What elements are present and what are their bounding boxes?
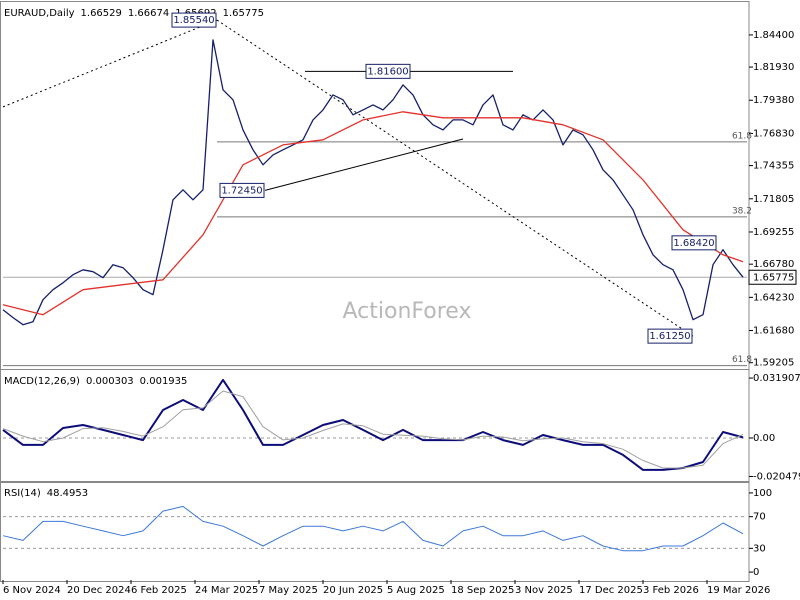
x-tick-label: 6 Feb 2025 [131, 585, 187, 596]
x-tick-label: 3 Nov 2025 [515, 585, 573, 596]
x-tick-label: 7 May 2025 [259, 585, 318, 596]
level-label: 38.2 [732, 206, 752, 216]
header-value: 0.000303 [86, 376, 134, 387]
x-tick-label: 18 Sep 2025 [451, 585, 514, 596]
y-tick-label: 1.79380 [753, 95, 794, 106]
series-line [2, 39, 744, 326]
price-annotation [171, 12, 217, 28]
annotation-label: 1.81600 [367, 66, 408, 77]
x-tick-label: 24 Mar 2025 [195, 585, 258, 596]
panel-frame [0, 481, 750, 582]
level-label: 61.8 [732, 131, 752, 141]
annotation-label: 1.68420 [673, 238, 714, 249]
panel-header: RSI(14) 48.4953 [4, 488, 88, 499]
x-tick-label: 19 Mar 2026 [707, 585, 770, 596]
x-tick-label: 3 Feb 2026 [643, 585, 699, 596]
watermark: ActionForex [343, 299, 472, 324]
level-label: 61.8 [732, 355, 752, 365]
header-value: 48.4953 [47, 488, 88, 499]
x-tick-label: 20 Dec 2024 [67, 585, 131, 596]
series-line [2, 505, 744, 552]
price-annotation [219, 182, 265, 198]
y-tick-label: 1.69255 [753, 227, 794, 238]
price-annotation [671, 235, 717, 251]
header-value: 1.66674 [128, 8, 169, 19]
x-tick-label: 17 Dec 2025 [579, 585, 643, 596]
series-line [2, 111, 744, 316]
series-line [2, 378, 744, 471]
header-value: 1.66529 [81, 8, 122, 19]
y-tick-label: 1.59205 [753, 358, 794, 369]
y-tick-label: 1.74355 [753, 161, 794, 172]
trend-line [264, 138, 464, 191]
y-tick-label: 0.031907 [753, 373, 800, 384]
annotation-label: 1.61250 [649, 331, 690, 342]
y-tick-label: 0.00 [753, 433, 775, 444]
trend-line [2, 19, 218, 108]
header-value: 1.65775 [223, 8, 264, 19]
x-tick-label: 6 Nov 2024 [3, 585, 61, 596]
last-price-box [748, 269, 797, 285]
annotation-label: 1.85540 [173, 15, 214, 26]
y-tick-label: 1.81930 [753, 62, 794, 73]
y-tick-label: 70 [753, 512, 766, 523]
y-tick-label: 1.84400 [753, 30, 794, 41]
price-annotation [647, 328, 693, 344]
panel-title: EURAUD,Daily [4, 8, 75, 19]
y-tick-label: 1.71805 [753, 194, 794, 205]
y-tick-label: 1.76830 [753, 128, 794, 139]
panel-frame [0, 369, 750, 483]
x-tick-label: 20 Jun 2025 [323, 585, 383, 596]
y-tick-label: 30 [753, 543, 766, 554]
y-tick-label: -0.020479 [753, 471, 800, 482]
y-tick-label: 1.66780 [753, 259, 794, 270]
y-tick-label: 1.61680 [753, 326, 794, 337]
y-tick-label: 0 [753, 567, 759, 578]
trend-line [216, 19, 694, 337]
panel-title: MACD(12,26,9) [4, 376, 80, 387]
header-value: 0.001935 [140, 376, 188, 387]
last-price-label: 1.65775 [753, 272, 794, 283]
panel-header: MACD(12,26,9) 0.000303 0.001935 [4, 376, 187, 387]
y-tick-label: 100 [753, 488, 772, 499]
panel-title: RSI(14) [4, 488, 41, 499]
price-annotation [365, 63, 411, 79]
y-tick-label: 1.64230 [753, 292, 794, 303]
x-tick-label: 5 Aug 2025 [387, 585, 445, 596]
annotation-label: 1.72450 [221, 185, 262, 196]
series-line [2, 390, 744, 469]
